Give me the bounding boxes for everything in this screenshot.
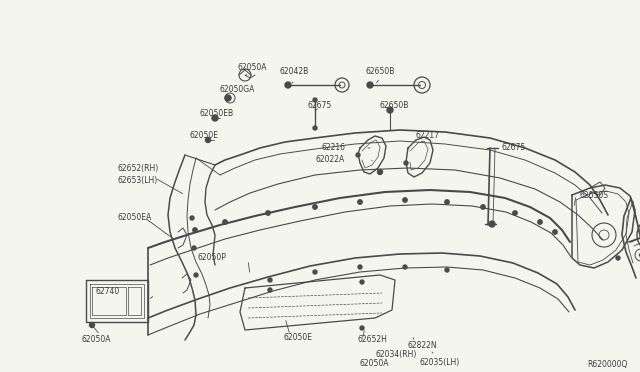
Circle shape <box>192 246 196 250</box>
Circle shape <box>553 230 557 234</box>
Circle shape <box>266 211 270 215</box>
Text: 62050A: 62050A <box>82 336 111 344</box>
Circle shape <box>313 126 317 130</box>
Circle shape <box>513 211 517 215</box>
Circle shape <box>358 200 362 204</box>
Circle shape <box>285 82 291 88</box>
Text: 62650B: 62650B <box>365 67 394 77</box>
Text: 62050EB: 62050EB <box>200 109 234 118</box>
Circle shape <box>403 265 407 269</box>
Circle shape <box>403 198 407 202</box>
Text: 62740: 62740 <box>96 288 120 296</box>
Text: 62675: 62675 <box>308 100 332 109</box>
Circle shape <box>268 278 272 282</box>
Text: 62650B: 62650B <box>380 100 410 109</box>
Circle shape <box>313 270 317 274</box>
Text: 62050P: 62050P <box>198 253 227 263</box>
Circle shape <box>404 161 408 165</box>
Circle shape <box>489 221 495 227</box>
Text: 62675: 62675 <box>502 144 526 153</box>
Circle shape <box>616 256 620 260</box>
Circle shape <box>367 82 373 88</box>
Text: 62050A: 62050A <box>238 64 268 73</box>
Text: 62216: 62216 <box>321 144 345 153</box>
Text: 62050GA: 62050GA <box>220 86 255 94</box>
Text: 62022A: 62022A <box>316 155 345 164</box>
Text: 62652H: 62652H <box>358 336 388 344</box>
Circle shape <box>205 138 211 142</box>
Text: 62034(RH): 62034(RH) <box>375 350 417 359</box>
Circle shape <box>378 170 383 174</box>
Text: 62042B: 62042B <box>280 67 309 77</box>
Text: 62050E: 62050E <box>190 131 219 140</box>
Circle shape <box>90 323 95 327</box>
Circle shape <box>387 107 393 113</box>
Text: 62653(LH): 62653(LH) <box>118 176 158 185</box>
Circle shape <box>193 228 197 232</box>
Text: R620000Q: R620000Q <box>588 360 628 369</box>
Text: 62652(RH): 62652(RH) <box>118 164 159 173</box>
Circle shape <box>190 216 194 220</box>
Circle shape <box>445 200 449 204</box>
Circle shape <box>481 205 485 209</box>
Text: 62217: 62217 <box>415 131 439 140</box>
Text: 62035(LH): 62035(LH) <box>420 359 460 368</box>
Circle shape <box>223 220 227 224</box>
Circle shape <box>360 326 364 330</box>
Text: 62822N: 62822N <box>408 340 438 350</box>
Circle shape <box>268 288 272 292</box>
Circle shape <box>538 220 542 224</box>
Circle shape <box>194 273 198 277</box>
Circle shape <box>445 268 449 272</box>
Circle shape <box>358 265 362 269</box>
Circle shape <box>360 280 364 284</box>
Circle shape <box>356 153 360 157</box>
Circle shape <box>313 98 317 102</box>
Circle shape <box>313 205 317 209</box>
Text: 62050E: 62050E <box>284 334 313 343</box>
Text: 62050A: 62050A <box>360 359 390 368</box>
Text: 62050EA: 62050EA <box>118 214 152 222</box>
Text: 62650S: 62650S <box>580 190 609 199</box>
Circle shape <box>225 95 231 101</box>
Circle shape <box>212 115 218 121</box>
